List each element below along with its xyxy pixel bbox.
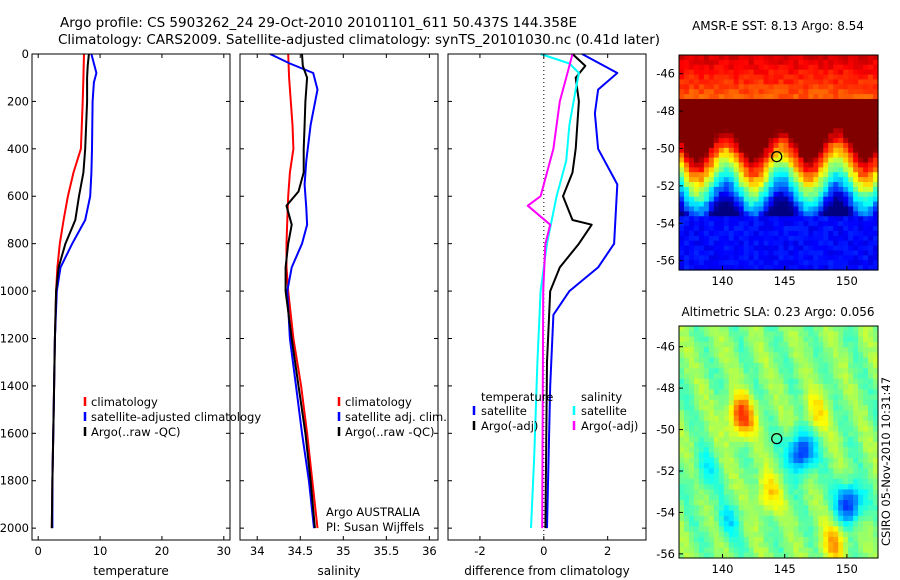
figure-title-line1: Argo profile: CS 5903262_24 29-Oct-2010 …	[60, 15, 577, 31]
x-tick-label: 36	[422, 544, 437, 558]
x-tick-label: -2	[474, 544, 485, 558]
series-line-argo-raw-qc	[284, 53, 316, 529]
x-tick-label: 0	[540, 544, 547, 558]
legend-label-argo: Argo(..raw -QC)	[91, 425, 181, 439]
legend-heading-salinity: salinity	[581, 390, 622, 404]
credit-timestamp: CSIRO 05-Nov-2010 10:31:47	[879, 377, 893, 546]
map-frame	[678, 325, 879, 559]
map-x-tick-label: 150	[836, 562, 858, 576]
map-y-tick-label: -50	[656, 423, 675, 437]
difference-legend: temperature satellite Argo(-adj) salinit…	[472, 390, 638, 433]
x-tick-label: 34.5	[287, 544, 313, 558]
y-tick-label: 1000	[0, 284, 29, 298]
x-axis-label: difference from climatology	[464, 564, 630, 578]
x-tick-label: 34	[250, 544, 265, 558]
y-tick-label: 0	[22, 47, 29, 61]
map-field	[679, 55, 879, 271]
salinity-panel: 34 34.5 35 35.5 36 salinity	[239, 53, 439, 578]
map-x-tick-label: 145	[774, 274, 796, 288]
difference-panel: -2 0 2 difference from climatology	[447, 53, 647, 578]
y-tick-label: 1200	[0, 331, 29, 345]
map-y-tick-label: -52	[656, 179, 675, 193]
map-y-tick-label: -54	[656, 216, 675, 230]
plot-frame	[447, 53, 647, 541]
map-y-tick-label: -48	[656, 104, 675, 118]
x-tick-label: 35.5	[374, 544, 400, 558]
series-line-argo-raw-qc	[50, 53, 90, 529]
series-line-satellite-adj-clim	[269, 53, 319, 529]
legend-label-salinity-satellite: satellite	[581, 404, 627, 418]
x-axis-label: salinity	[317, 564, 360, 578]
y-tick-label: 1600	[0, 426, 29, 440]
sla-map-title: Altimetric SLA: 0.23 Argo: 0.056	[681, 305, 874, 319]
series-line-satellite-adjusted-climatology	[51, 53, 98, 529]
legend-label-temperature-satellite: satellite	[481, 404, 527, 418]
legend-label-temperature-argo: Argo(-adj)	[481, 419, 538, 433]
y-tick-label: 800	[7, 237, 29, 251]
argo-float-position-marker	[771, 432, 783, 445]
figure-title-line2: Climatology: CARS2009. Satellite-adjuste…	[58, 32, 660, 48]
map-y-tick-label: -54	[656, 505, 675, 519]
salinity-legend: climatology satellite adj. clim. Argo(..…	[326, 395, 447, 534]
sst-map: 140 145 150 -46 -48 -50 -52 -54 -56	[656, 54, 879, 288]
map-x-tick-label: 150	[836, 274, 858, 288]
plot-frame	[31, 53, 231, 541]
x-tick-label: 20	[155, 544, 170, 558]
map-y-tick-label: -56	[656, 547, 675, 561]
map-x-tick-label: 140	[712, 274, 734, 288]
y-tick-label: 2000	[0, 521, 29, 535]
legend-label-argo: Argo(..raw -QC)	[345, 425, 435, 439]
y-tick-label: 400	[7, 142, 29, 156]
map-x-tick-label: 145	[774, 562, 796, 576]
series-line-salinity-argo-adj	[526, 53, 574, 529]
y-tick-label: 1400	[0, 379, 29, 393]
plot-frame	[239, 53, 439, 541]
x-tick-label: 30	[216, 544, 231, 558]
map-field	[679, 326, 879, 559]
x-tick-label: 2	[604, 544, 611, 558]
map-y-tick-label: -52	[656, 464, 675, 478]
argo-program-label: Argo AUSTRALIA	[326, 505, 420, 519]
map-x-tick-label: 140	[712, 562, 734, 576]
legend-label-satellite: satellite-adjusted climatology	[91, 410, 261, 424]
x-tick-label: 35	[336, 544, 351, 558]
map-y-tick-label: -48	[656, 381, 675, 395]
x-tick-label: 10	[93, 544, 108, 558]
legend-heading-temperature: temperature	[481, 390, 553, 404]
map-y-tick-label: -56	[656, 254, 675, 268]
argo-pi-label: PI: Susan Wijffels	[326, 520, 424, 534]
sst-map-title: AMSR-E SST: 8.13 Argo: 8.54	[692, 19, 864, 33]
y-tick-label: 600	[7, 189, 29, 203]
legend-label-satellite: satellite adj. clim.	[345, 410, 447, 424]
series-line-climatology	[285, 53, 319, 529]
temperature-legend: climatology satellite-adjusted climatolo…	[83, 395, 261, 439]
temperature-panel: 0 10 20 30 0 200 400 600 800 1000 1200 1400 1600 1800…	[0, 47, 231, 578]
x-axis-label: temperature	[93, 564, 168, 578]
series-line-temperature-satellite	[546, 53, 619, 529]
sla-map: 140 145 150 -46 -48 -50 -52 -54 -56	[656, 325, 879, 576]
legend-label-salinity-argo: Argo(-adj)	[581, 419, 638, 433]
map-y-tick-label: -46	[656, 67, 675, 81]
y-tick-label: 1800	[0, 474, 29, 488]
argo-float-position-marker	[771, 150, 783, 163]
x-tick-label: 0	[35, 544, 42, 558]
legend-label-climatology: climatology	[91, 395, 158, 409]
legend-label-climatology: climatology	[345, 395, 412, 409]
map-frame	[678, 54, 879, 271]
y-tick-label: 200	[7, 94, 29, 108]
series-line-salinity-satellite	[530, 53, 580, 529]
map-y-tick-label: -50	[656, 141, 675, 155]
map-y-tick-label: -46	[656, 340, 675, 354]
